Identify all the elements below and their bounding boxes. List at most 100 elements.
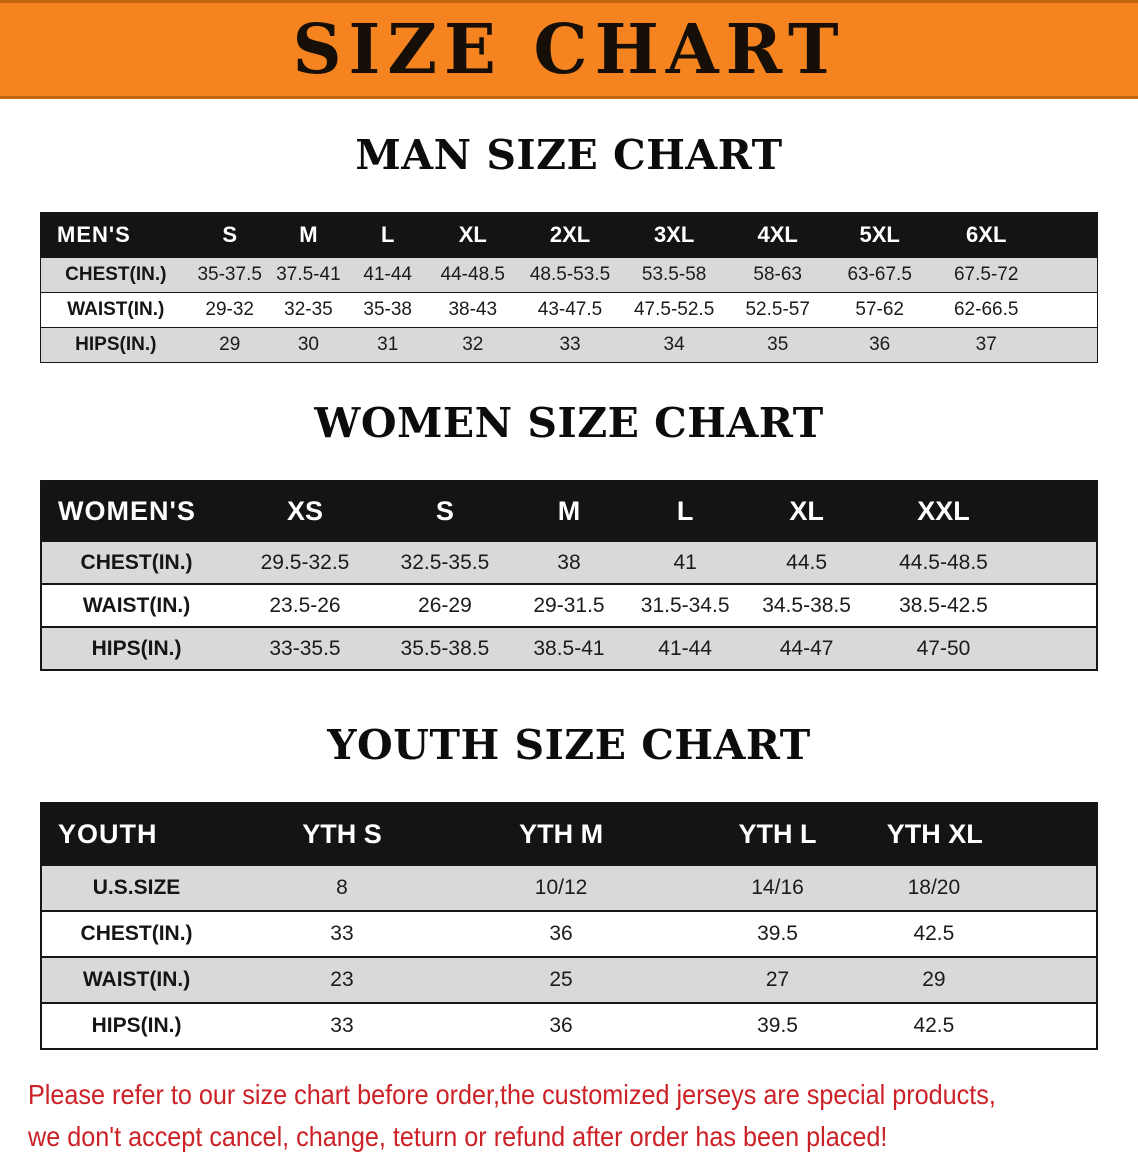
table-cell: 62-66.5 <box>953 299 1019 321</box>
table-cell: 35-37.5 <box>197 264 262 286</box>
table-cell: 36 <box>549 922 573 946</box>
table-cell: 10/12 <box>534 876 588 900</box>
table-cell: 33 <box>330 1014 354 1038</box>
table-cell: 31.5-34.5 <box>640 593 730 617</box>
size-column-header: 4XL <box>726 212 829 258</box>
table-row: HIPS(IN.) 29 30 31 32 33 34 35 36 37 <box>40 327 1098 363</box>
men-size-table: MEN'S S M L XL 2XL 3XL 4XL 5XL 6XL CHEST… <box>40 212 1098 364</box>
row-label: U.S.SIZE <box>92 876 181 900</box>
table-row: CHEST(IN.) 29.5-32.5 32.5-35.5 38 41 44.… <box>41 541 1097 585</box>
table-cell: 44.5-48.5 <box>899 550 988 574</box>
table-row: WAIST(IN.) 23.5-26 26-29 29-31.5 31.5-34… <box>41 584 1097 628</box>
table-cell: 29-31.5 <box>533 593 605 617</box>
size-column-header: XL <box>427 212 519 258</box>
table-row: HIPS(IN.) 33 36 39.5 42.5 <box>41 1003 1097 1050</box>
women-size-section: WOMEN SIZE CHART WOMEN'S XS S M L XL XXL <box>0 399 1138 672</box>
size-column-header: XXL <box>869 481 1097 542</box>
size-column-header: YTH S <box>231 803 453 866</box>
table-cell: 38 <box>557 550 581 574</box>
youth-table-title-cell: YOUTH <box>41 803 232 866</box>
size-column-header: YTH L <box>669 803 886 866</box>
table-cell: 39.5 <box>757 1014 798 1038</box>
table-cell: 34 <box>663 334 685 356</box>
table-cell: 43-47.5 <box>537 299 603 321</box>
size-column-header: L <box>348 212 428 258</box>
size-column-header: S <box>378 481 511 542</box>
table-cell: 37 <box>975 334 997 356</box>
table-row: CHEST(IN.) 33 36 39.5 42.5 <box>41 911 1097 958</box>
table-cell: 47-50 <box>916 636 971 660</box>
table-cell: 38-43 <box>448 299 498 321</box>
size-column-header: 2XL <box>518 212 622 258</box>
table-cell: 38.5-41 <box>533 636 605 660</box>
size-column-header: YTH M <box>452 803 670 866</box>
table-cell: 52.5-57 <box>745 299 810 321</box>
table-row: U.S.SIZE 8 10/12 14/16 18/20 <box>41 865 1097 912</box>
table-cell: 42.5 <box>913 922 955 946</box>
banner: SIZE CHART <box>0 0 1138 99</box>
women-size-table: WOMEN'S XS S M L XL XXL CHEST(IN.) 29.5-… <box>40 480 1098 672</box>
row-label: CHEST(IN.) <box>80 922 193 946</box>
table-cell: 41 <box>673 550 697 574</box>
table-cell: 58-63 <box>753 264 802 286</box>
size-column-header: M <box>268 212 349 258</box>
table-cell: 47.5-52.5 <box>633 299 715 321</box>
table-cell: 29.5-32.5 <box>260 550 350 574</box>
notice-line-1: Please refer to our size chart before or… <box>28 1079 996 1111</box>
row-label: CHEST(IN.) <box>80 550 193 574</box>
size-column-header: M <box>510 481 628 542</box>
table-cell: 63-67.5 <box>847 264 912 286</box>
youth-header-row: YOUTH YTH S YTH M YTH L YTH XL <box>41 803 1097 866</box>
size-column-header: 3XL <box>621 212 727 258</box>
row-label: CHEST(IN.) <box>65 264 167 286</box>
table-cell: 36 <box>549 1014 573 1038</box>
table-cell: 29 <box>922 968 946 992</box>
table-cell: 32 <box>462 334 484 356</box>
size-column-header: S <box>190 212 269 258</box>
table-cell: 37.5-41 <box>276 264 341 286</box>
youth-chart-title: YOUTH SIZE CHART <box>327 721 811 770</box>
table-cell: 67.5-72 <box>953 264 1019 286</box>
women-table-title-cell: WOMEN'S <box>41 481 232 542</box>
notice-line-2: we don't accept cancel, change, teturn o… <box>28 1121 888 1153</box>
table-cell: 29-32 <box>205 299 254 321</box>
youth-size-section: YOUTH SIZE CHART YOUTH YTH S YTH M YTH L… <box>0 721 1138 1051</box>
row-label: HIPS(IN.) <box>75 334 157 356</box>
table-cell: 8 <box>336 876 348 900</box>
table-cell: 30 <box>297 334 319 356</box>
size-column-header: 5XL <box>828 212 931 258</box>
table-cell: 42.5 <box>913 1014 955 1038</box>
table-cell: 36 <box>869 334 891 356</box>
size-column-header: 6XL <box>930 212 1098 258</box>
table-cell: 44-48.5 <box>440 264 505 286</box>
table-cell: 29 <box>219 334 241 356</box>
table-cell: 33-35.5 <box>269 636 341 660</box>
table-cell: 38.5-42.5 <box>899 593 988 617</box>
table-cell: 26-29 <box>418 593 472 617</box>
men-table-title-cell: MEN'S <box>40 212 191 258</box>
table-cell: 35.5-38.5 <box>400 636 490 660</box>
table-cell: 32.5-35.5 <box>400 550 490 574</box>
table-row: WAIST(IN.) 29-32 32-35 35-38 38-43 43-47… <box>40 292 1098 328</box>
women-header-row: WOMEN'S XS S M L XL XXL <box>41 481 1097 542</box>
order-notice: Please refer to our size chart before or… <box>28 1074 1138 1158</box>
table-cell: 34.5-38.5 <box>762 593 851 617</box>
table-cell: 27 <box>765 968 790 992</box>
table-cell: 44.5 <box>786 550 828 574</box>
table-cell: 23.5-26 <box>269 593 341 617</box>
table-row: WAIST(IN.) 23 25 27 29 <box>41 957 1097 1004</box>
men-header-row: MEN'S S M L XL 2XL 3XL 4XL 5XL 6XL <box>40 212 1098 258</box>
table-cell: 44-47 <box>779 636 834 660</box>
size-column-header: L <box>627 481 744 542</box>
table-cell: 35 <box>767 334 789 356</box>
table-cell: 48.5-53.5 <box>529 264 611 286</box>
table-cell: 25 <box>549 968 573 992</box>
table-cell: 31 <box>377 334 399 356</box>
row-label: WAIST(IN.) <box>82 968 191 992</box>
row-label: HIPS(IN.) <box>91 636 182 660</box>
women-chart-title: WOMEN SIZE CHART <box>314 399 824 448</box>
row-label: HIPS(IN.) <box>91 1014 182 1038</box>
table-cell: 18/20 <box>907 876 961 900</box>
table-cell: 14/16 <box>751 876 804 900</box>
table-cell: 33 <box>559 334 581 356</box>
